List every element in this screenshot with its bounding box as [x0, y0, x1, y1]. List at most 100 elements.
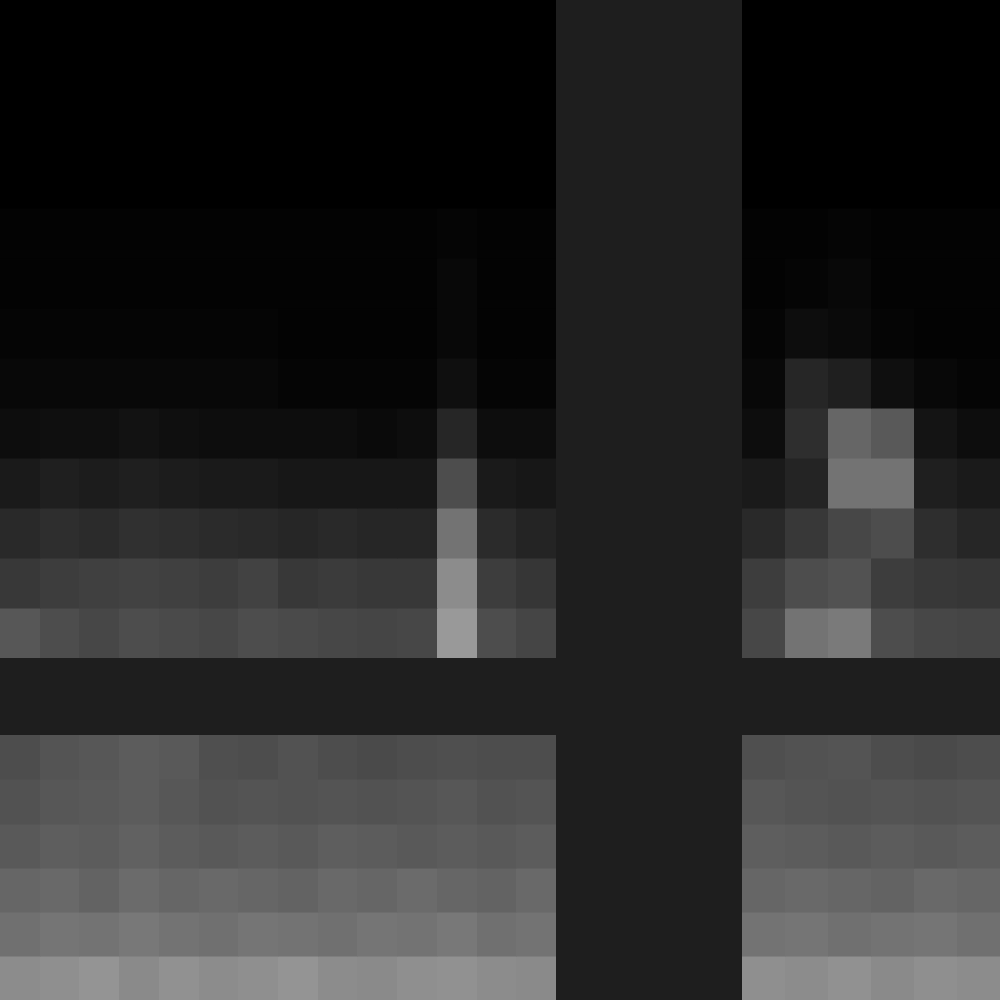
heatmap-cell [828, 408, 872, 459]
heatmap-cell [477, 956, 517, 1000]
heatmap-cell [159, 58, 200, 109]
heatmap-cell [957, 735, 1000, 780]
heatmap-cell [477, 558, 517, 609]
heatmap-cell [742, 608, 786, 659]
heatmap-cell [119, 358, 160, 409]
heatmap-cell [914, 408, 958, 459]
heatmap-cell [40, 308, 80, 359]
heatmap-cell [785, 358, 829, 409]
heatmap-cell [119, 868, 160, 913]
heatmap-cell [0, 912, 41, 957]
heatmap-cell [357, 824, 398, 869]
heatmap-cell [0, 0, 41, 59]
heatmap-cell [957, 458, 1000, 509]
heatmap-cell [238, 458, 279, 509]
heatmap-cell [79, 458, 120, 509]
heatmap-cell [477, 358, 517, 409]
heatmap-cell [957, 824, 1000, 869]
heatmap-cell [914, 158, 958, 209]
heatmap-cell [871, 358, 915, 409]
heatmap-cell [828, 824, 872, 869]
heatmap-cell [828, 912, 872, 957]
heatmap-cell [437, 258, 478, 309]
heatmap-cell [278, 608, 319, 659]
heatmap-cell [914, 458, 958, 509]
heatmap-cell [159, 956, 200, 1000]
heatmap-cell [477, 912, 517, 957]
heatmap-cell [318, 508, 358, 559]
heatmap-cell [871, 912, 915, 957]
heatmap-cell [397, 258, 438, 309]
heatmap-cell [0, 735, 41, 780]
heatmap-cell [318, 735, 358, 780]
heatmap-cell [0, 358, 41, 409]
heatmap-cell [397, 868, 438, 913]
heatmap-cell [357, 308, 398, 359]
heatmap-cell [742, 735, 786, 780]
heatmap-cell [357, 558, 398, 609]
heatmap-cell [357, 735, 398, 780]
heatmap-cell [516, 458, 557, 509]
heatmap-cell [199, 108, 239, 159]
heatmap-cell [278, 912, 319, 957]
heatmap-cell [914, 824, 958, 869]
heatmap-cell [477, 779, 517, 825]
heatmap-cell [79, 608, 120, 659]
heatmap-cell [516, 508, 557, 559]
heatmap-cell [914, 0, 958, 59]
heatmap-cell [119, 608, 160, 659]
heatmap-cell [318, 158, 358, 209]
heatmap-cell [871, 558, 915, 609]
heatmap-cell [238, 208, 279, 259]
heatmap-cell [516, 58, 557, 109]
heatmap-cell [318, 458, 358, 509]
heatmap-cell [785, 158, 829, 209]
heatmap-cell [477, 208, 517, 259]
heatmap-cell [914, 208, 958, 259]
heatmap-cell [278, 58, 319, 109]
heatmap-cell [40, 868, 80, 913]
heatmap-cell [119, 158, 160, 209]
heatmap-cell [238, 912, 279, 957]
heatmap-cell [785, 258, 829, 309]
heatmap-cell [785, 912, 829, 957]
heatmap-cell [40, 258, 80, 309]
heatmap-cell [785, 868, 829, 913]
heatmap-cell [79, 912, 120, 957]
heatmap-cell [159, 508, 200, 559]
heatmap-cell [437, 458, 478, 509]
heatmap-cell [79, 956, 120, 1000]
heatmap-cell [357, 458, 398, 509]
heatmap-cell [278, 108, 319, 159]
heatmap-cell [40, 824, 80, 869]
heatmap-cell [278, 458, 319, 509]
heatmap-cell [199, 458, 239, 509]
heatmap-cell [40, 408, 80, 459]
heatmap-cell [477, 735, 517, 780]
heatmap-cell [119, 956, 160, 1000]
heatmap-cell [357, 868, 398, 913]
heatmap-cell [79, 308, 120, 359]
heatmap-cell [318, 308, 358, 359]
heatmap-cell [119, 558, 160, 609]
heatmap-cell [40, 158, 80, 209]
heatmap-cell [828, 458, 872, 509]
heatmap-cell [785, 558, 829, 609]
heatmap-cell [477, 108, 517, 159]
heatmap-cell [199, 308, 239, 359]
heatmap-cell [871, 158, 915, 209]
heatmap-cell [318, 208, 358, 259]
heatmap-cell [79, 824, 120, 869]
heatmap-cell [397, 358, 438, 409]
heatmap-cell [477, 0, 517, 59]
heatmap-cell [477, 868, 517, 913]
heatmap-cell [278, 868, 319, 913]
heatmap-cell [238, 358, 279, 409]
heatmap-cell [119, 408, 160, 459]
heatmap-cell [0, 956, 41, 1000]
heatmap-cell [79, 779, 120, 825]
heatmap-cell [828, 358, 872, 409]
heatmap-cell [79, 558, 120, 609]
heatmap-cell [357, 508, 398, 559]
heatmap-cell [238, 608, 279, 659]
